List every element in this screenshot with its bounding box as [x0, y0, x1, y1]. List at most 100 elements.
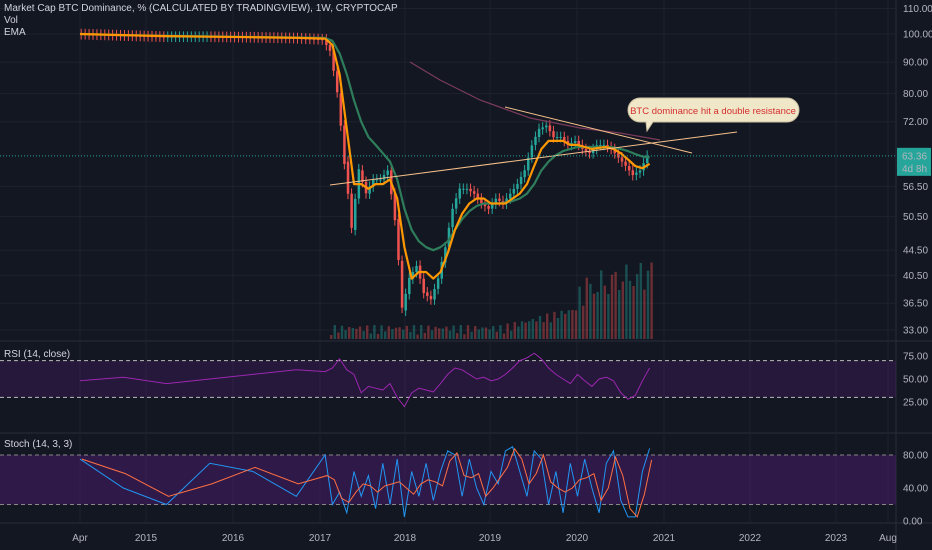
- volume-bar: [344, 330, 347, 339]
- price-tick: 72.00: [903, 117, 928, 128]
- candle-body: [415, 265, 418, 273]
- price-tick: 33.00: [903, 326, 928, 337]
- volume-bar: [330, 335, 333, 339]
- volume-bar: [567, 310, 570, 339]
- candle-body: [638, 170, 642, 173]
- candle-body: [361, 170, 364, 182]
- candle-body: [559, 136, 562, 138]
- ema-fast-line: [79, 32, 651, 280]
- volume-bar: [430, 330, 434, 339]
- candle-body: [454, 198, 458, 209]
- callout: BTC dominance hit a double resistance: [627, 97, 800, 133]
- volume-bar: [538, 315, 542, 339]
- candle-body: [350, 193, 353, 228]
- rsi-band: [0, 360, 896, 398]
- candle-body: [552, 131, 555, 138]
- candle-body: [627, 165, 631, 171]
- volume-bar: [502, 333, 506, 339]
- rsi-title[interactable]: RSI (14, close): [4, 349, 71, 360]
- long-ma-line: [409, 61, 661, 141]
- volume-bar: [416, 334, 419, 339]
- candle-body: [577, 140, 580, 145]
- volume-bar: [600, 270, 603, 339]
- volume-bar: [636, 274, 639, 339]
- stoch-tick: 0.00: [903, 517, 923, 528]
- candle-body: [408, 277, 411, 295]
- price-tick: 90.00: [903, 58, 928, 69]
- candle-body: [624, 161, 627, 166]
- candle-body: [516, 184, 519, 189]
- candle-body: [462, 188, 465, 190]
- candle-body: [339, 93, 343, 126]
- candle-body: [602, 144, 606, 146]
- volume-bar: [506, 323, 509, 339]
- candle-body: [404, 293, 407, 311]
- volume-bar: [384, 331, 387, 339]
- candle-body: [444, 247, 447, 263]
- volume-bar: [574, 310, 578, 339]
- candle-body: [433, 289, 436, 300]
- volume-bar: [452, 325, 455, 339]
- time-tick: Aug: [879, 533, 897, 544]
- candle-body: [393, 193, 397, 221]
- volume-bar: [582, 305, 585, 339]
- time-tick: 2022: [739, 533, 762, 544]
- volume-bar: [348, 327, 351, 339]
- price-tick: 36.50: [903, 299, 928, 310]
- stoch-k-line: [79, 446, 651, 518]
- volume-bar: [456, 333, 459, 339]
- volume-bar: [578, 286, 581, 339]
- candle-body: [487, 206, 490, 209]
- candle-body: [505, 198, 508, 204]
- candle-body: [335, 71, 339, 93]
- candle-body: [382, 175, 386, 180]
- candle-body: [472, 191, 476, 194]
- rising-trendline: [329, 131, 738, 186]
- volume-bar: [517, 326, 520, 339]
- stoch-title[interactable]: Stoch (14, 3, 3): [4, 439, 73, 450]
- rsi-line: [79, 352, 651, 408]
- volume-bar: [560, 310, 563, 339]
- candle-body: [635, 172, 638, 175]
- volume-bar: [402, 329, 405, 339]
- volume-bar: [610, 274, 614, 339]
- volume-bar: [531, 318, 534, 339]
- candle-body: [584, 149, 588, 152]
- candle-body: [343, 125, 346, 164]
- rsi-tick: 75.00: [903, 352, 928, 363]
- ema-legend[interactable]: EMA: [4, 27, 26, 38]
- time-tick: Apr: [72, 533, 88, 544]
- rsi-tick: 50.00: [903, 375, 928, 386]
- volume-bar: [366, 325, 369, 339]
- time-tick: 2023: [825, 533, 848, 544]
- candle-body: [379, 179, 382, 181]
- candle-body: [555, 136, 559, 138]
- volume-bar: [373, 325, 376, 339]
- candle-body: [346, 161, 350, 194]
- candle-body: [426, 292, 429, 296]
- time-tick: 2021: [653, 533, 676, 544]
- volume-bar: [369, 333, 372, 339]
- volume-bar: [427, 325, 430, 339]
- candle-body: [436, 278, 440, 289]
- volume-bar: [445, 326, 448, 339]
- volume-bar: [495, 331, 498, 339]
- time-tick: 2018: [394, 533, 417, 544]
- countdown-label: 4d 8h: [902, 164, 927, 175]
- volume-bar: [650, 262, 653, 339]
- candle-body: [480, 198, 483, 204]
- candle-body: [458, 188, 462, 199]
- candle-body: [512, 188, 516, 194]
- volume-bar: [621, 281, 624, 339]
- candle-body: [490, 203, 494, 209]
- volume-bar: [614, 271, 617, 339]
- candle-body: [548, 125, 552, 132]
- vol-legend[interactable]: Vol: [4, 15, 18, 26]
- volume-bar: [355, 328, 358, 339]
- volume-bar: [441, 328, 444, 339]
- volume-bar: [549, 322, 552, 339]
- last-price-label-bg: [897, 147, 931, 176]
- candle-body: [328, 44, 332, 51]
- candle-body: [527, 157, 530, 171]
